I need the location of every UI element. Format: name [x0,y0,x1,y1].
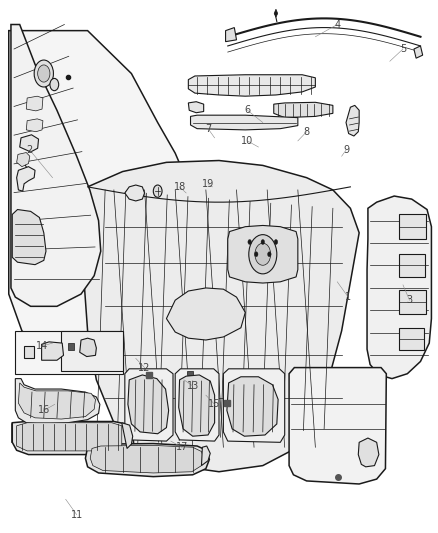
Polygon shape [17,152,30,167]
Text: 17: 17 [176,442,188,452]
Polygon shape [42,342,64,360]
Circle shape [38,65,50,82]
Polygon shape [9,30,188,356]
Polygon shape [12,209,46,265]
Polygon shape [187,372,193,375]
Polygon shape [201,446,210,466]
Polygon shape [367,196,431,378]
Polygon shape [166,288,245,340]
Text: 19: 19 [202,179,214,189]
Polygon shape [17,167,35,191]
Polygon shape [15,378,100,424]
Text: 7: 7 [205,124,211,134]
Polygon shape [68,343,74,350]
Text: 10: 10 [241,136,254,146]
Circle shape [50,78,59,91]
Polygon shape [227,377,278,436]
Polygon shape [26,96,43,111]
Text: 13: 13 [187,381,199,391]
Polygon shape [226,28,237,42]
Polygon shape [125,185,145,201]
Polygon shape [274,9,278,17]
Text: 14: 14 [35,341,48,351]
Text: 6: 6 [244,106,251,115]
Polygon shape [90,446,204,473]
Polygon shape [61,331,123,370]
Polygon shape [399,290,426,314]
Polygon shape [122,423,133,448]
Polygon shape [414,46,423,58]
Polygon shape [399,328,424,350]
Polygon shape [128,375,169,434]
Polygon shape [17,423,122,451]
Circle shape [34,60,53,87]
Polygon shape [188,75,315,96]
Polygon shape [83,160,359,472]
Text: 8: 8 [304,127,310,137]
Text: 12: 12 [138,362,151,373]
Circle shape [261,239,265,245]
Polygon shape [15,331,123,374]
Circle shape [249,235,277,274]
Text: 9: 9 [343,145,349,155]
Text: 16: 16 [38,406,50,415]
Polygon shape [12,422,134,455]
Polygon shape [358,438,379,467]
Text: 1: 1 [345,292,351,302]
Polygon shape [125,369,173,441]
Text: 5: 5 [400,44,406,54]
Text: 4: 4 [334,20,340,29]
Polygon shape [11,25,101,306]
Circle shape [274,239,278,245]
Circle shape [255,243,271,265]
Polygon shape [80,338,96,357]
Polygon shape [191,115,298,130]
Polygon shape [399,214,426,239]
Polygon shape [26,119,43,132]
Circle shape [248,239,251,245]
Polygon shape [274,102,333,118]
Circle shape [254,252,258,257]
Polygon shape [228,225,298,283]
Polygon shape [399,254,425,277]
Polygon shape [346,106,359,136]
Polygon shape [289,368,386,484]
Text: 18: 18 [173,182,186,192]
Text: 2: 2 [27,145,33,155]
Text: 15: 15 [208,399,221,409]
Text: 3: 3 [406,295,413,305]
Polygon shape [85,443,209,477]
Polygon shape [18,383,95,419]
Polygon shape [175,369,219,441]
Circle shape [268,252,271,257]
Circle shape [153,185,162,197]
Polygon shape [20,135,39,152]
Text: 11: 11 [71,510,83,520]
Polygon shape [223,369,285,442]
Polygon shape [188,102,204,112]
Polygon shape [24,346,34,358]
Polygon shape [179,375,215,436]
